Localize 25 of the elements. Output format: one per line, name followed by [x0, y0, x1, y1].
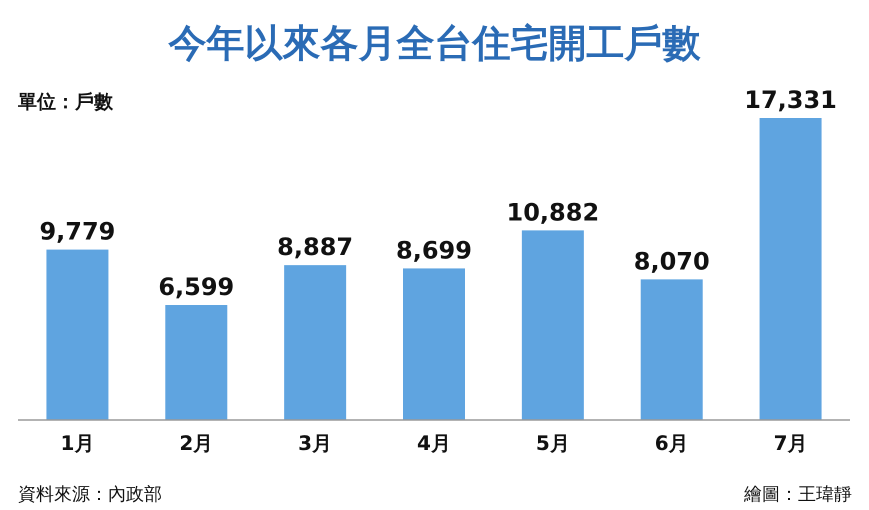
data-label: 8,070 — [634, 247, 710, 276]
x-tick-label: 4月 — [417, 431, 451, 455]
x-tick-label: 1月 — [60, 431, 94, 455]
bar — [640, 279, 703, 420]
data-label: 6,599 — [158, 273, 234, 302]
bar — [522, 230, 584, 420]
data-label: 17,331 — [744, 86, 837, 114]
text: 繪圖：王瑋靜 — [743, 484, 852, 505]
data-label: 9,779 — [39, 218, 116, 246]
data-label: 8,699 — [396, 236, 472, 264]
data-label: 8,887 — [277, 233, 354, 262]
bar — [760, 118, 822, 420]
chart-title: 今年以來各月全台住宅開工戶數 — [168, 21, 702, 65]
bar — [165, 305, 228, 420]
bar — [284, 265, 346, 420]
bar — [403, 268, 465, 420]
x-tick-label: 5月 — [536, 431, 570, 455]
x-tick-label: 3月 — [298, 431, 332, 455]
y-axis-title: 單位：戶數 — [17, 91, 114, 113]
data-label: 10,882 — [506, 198, 600, 226]
x-tick-label: 2月 — [179, 431, 214, 455]
x-tick-label: 6月 — [654, 431, 689, 455]
bar — [46, 250, 108, 420]
x-tick-label: 7月 — [774, 431, 808, 455]
source-note: 資料來源：內政部 — [18, 484, 162, 505]
